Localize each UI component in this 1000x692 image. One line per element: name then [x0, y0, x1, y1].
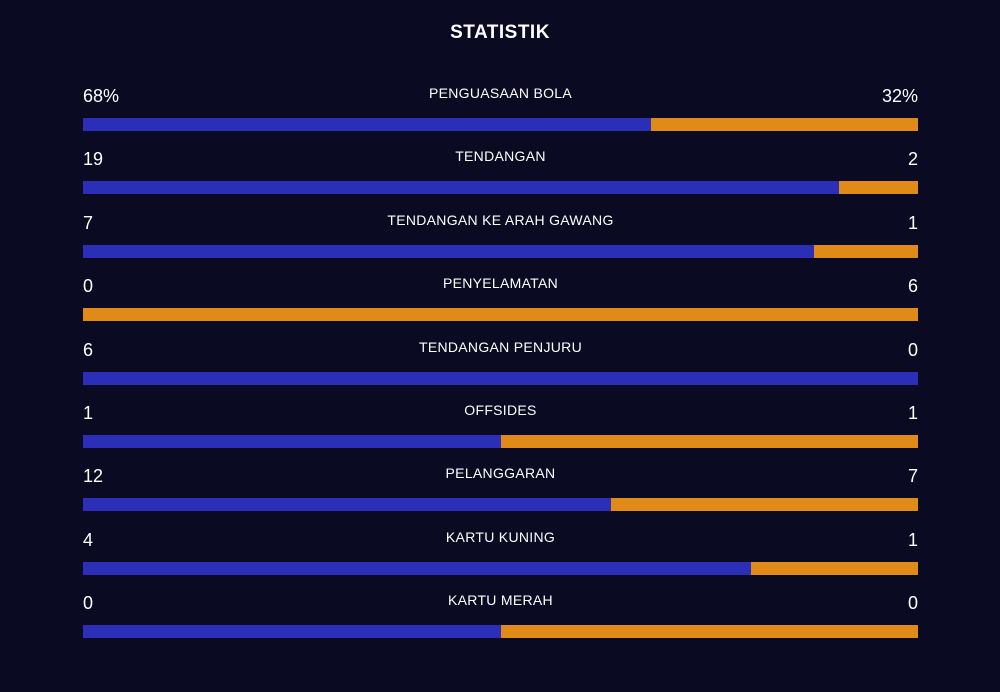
stat-label: OFFSIDES	[464, 401, 537, 418]
away-value: 0	[907, 593, 918, 614]
stat-row-penguasaan-bola: 68% PENGUASAAN BOLA 32%	[83, 80, 918, 143]
comparison-bar	[83, 625, 918, 639]
stat-header: 4 KARTU KUNING 1	[83, 524, 918, 556]
home-bar-segment	[83, 434, 501, 448]
away-bar-segment	[751, 561, 918, 575]
comparison-bar	[83, 308, 918, 322]
stat-header: 6 TENDANGAN PENJURU 0	[83, 334, 918, 366]
comparison-bar	[83, 181, 918, 195]
stats-list: 68% PENGUASAAN BOLA 32% 19 TENDANGAN 2 7 TENDAN…	[83, 80, 918, 651]
comparison-bar	[83, 498, 918, 512]
home-value: 19	[83, 149, 104, 170]
away-bar-segment	[610, 498, 918, 512]
away-value: 1	[907, 529, 918, 550]
home-bar-segment	[83, 118, 651, 131]
away-bar-segment	[500, 434, 918, 448]
stat-header: 68% PENGUASAAN BOLA 32%	[83, 80, 918, 112]
stat-row-kartu-kuning: 4 KARTU KUNING 1	[83, 524, 918, 587]
home-bar-segment	[83, 625, 501, 639]
stat-label: KARTU KUNING	[445, 528, 556, 545]
home-value: 0	[83, 276, 94, 297]
stat-header: 1 OFFSIDES 1	[83, 397, 918, 429]
away-value: 2	[907, 149, 918, 170]
home-value: 12	[83, 466, 104, 487]
comparison-bar	[83, 371, 918, 385]
home-bar-segment	[83, 498, 611, 512]
away-value: 32%	[881, 86, 918, 106]
home-value: 7	[83, 212, 94, 233]
away-value: 7	[907, 466, 918, 487]
comparison-bar	[83, 244, 918, 258]
home-value: 0	[83, 593, 94, 614]
away-value: 1	[907, 212, 918, 233]
stat-label: PENGUASAAN BOLA	[429, 85, 572, 101]
stat-header: 19 TENDANGAN 2	[83, 143, 918, 175]
stat-row-tendangan: 19 TENDANGAN 2	[83, 143, 918, 206]
stat-label: TENDANGAN PENJURU	[418, 338, 582, 355]
stat-header: 0 PENYELAMATAN 6	[83, 270, 918, 302]
stat-row-tendangan-ke-arah-gawang: 7 TENDANGAN KE ARAH GAWANG 1	[83, 207, 918, 270]
away-bar-segment	[650, 118, 918, 131]
away-value: 6	[907, 276, 918, 297]
stat-label: PENYELAMATAN	[442, 275, 559, 292]
stat-header: 12 PELANGGARAN 7	[83, 460, 918, 492]
away-bar-segment	[500, 625, 918, 639]
stat-label: PELANGGARAN	[445, 465, 556, 482]
away-bar-segment	[813, 244, 918, 258]
home-value: 4	[83, 529, 94, 550]
stat-row-kartu-merah: 0 KARTU MERAH 0	[83, 587, 918, 650]
stat-label: TENDANGAN	[455, 148, 546, 165]
comparison-bar	[83, 118, 918, 131]
home-bar-segment	[83, 181, 839, 195]
stat-header: 7 TENDANGAN KE ARAH GAWANG 1	[83, 207, 918, 239]
home-value: 1	[83, 402, 94, 423]
stat-label: KARTU MERAH	[448, 592, 553, 609]
home-value: 68%	[83, 86, 120, 106]
stat-label: TENDANGAN KE ARAH GAWANG	[387, 211, 614, 228]
away-value: 0	[907, 339, 918, 360]
away-bar-segment	[83, 308, 918, 322]
comparison-bar	[83, 434, 918, 448]
stat-row-tendangan-penjuru: 6 TENDANGAN PENJURU 0	[83, 334, 918, 397]
stat-header: 0 KARTU MERAH 0	[83, 587, 918, 619]
home-bar-segment	[83, 371, 918, 385]
home-value: 6	[83, 339, 94, 360]
stats-title: STATISTIK	[450, 22, 550, 43]
stat-row-offsides: 1 OFFSIDES 1	[83, 397, 918, 460]
home-bar-segment	[83, 244, 814, 258]
away-value: 1	[907, 402, 918, 423]
stat-row-pelanggaran: 12 PELANGGARAN 7	[83, 460, 918, 523]
away-bar-segment	[838, 181, 918, 195]
stat-row-penyelamatan: 0 PENYELAMATAN 6	[83, 270, 918, 333]
comparison-bar	[83, 561, 918, 575]
home-bar-segment	[83, 561, 751, 575]
